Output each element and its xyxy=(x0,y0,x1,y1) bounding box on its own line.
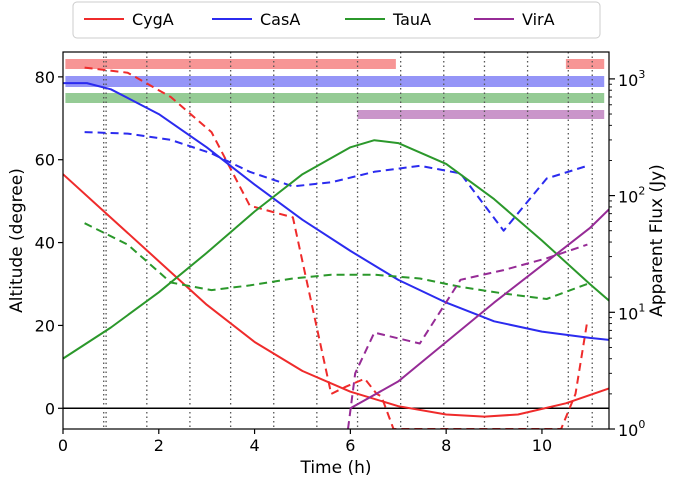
visibility-bar-cyga-1 xyxy=(565,59,605,69)
visibility-bar-casa-0 xyxy=(65,76,605,87)
axis-labels: Time (h) Altitude (degree) Apparent Flux (… xyxy=(7,164,667,478)
vertical-dotted-lines xyxy=(103,52,593,429)
legend: CygA CasA TauA VirA xyxy=(72,1,601,39)
altitude-line-vira xyxy=(349,208,609,410)
altitude-line-cyga xyxy=(63,173,609,418)
flux-line-casa xyxy=(84,131,588,232)
y-tick-label-0: 0 xyxy=(45,399,55,418)
y2-tick-label-2: 102 xyxy=(618,185,645,207)
visibility-bars xyxy=(65,59,605,119)
y2-tick-label-3: 103 xyxy=(618,68,645,90)
y2-tick-label-0: 100 xyxy=(618,418,645,440)
y2-tick-base-1: 10 xyxy=(618,304,638,323)
y-tick-label-4: 80 xyxy=(35,68,55,87)
visibility-bar-vira-0 xyxy=(357,110,605,119)
x-tick-label-3: 6 xyxy=(345,436,355,455)
y-tick-label-1: 20 xyxy=(35,316,55,335)
altitude-line-taua xyxy=(63,139,609,360)
flux-line-cyga xyxy=(84,66,589,429)
flux-line-taua xyxy=(84,222,588,300)
y-tick-label-2: 40 xyxy=(35,234,55,253)
legend-label-casa: CasA xyxy=(260,10,300,29)
y2-tick-label-1: 101 xyxy=(618,301,645,323)
y2-tick-exp-1: 1 xyxy=(638,301,645,314)
legend-label-taua: TauA xyxy=(392,10,431,29)
series-lines xyxy=(63,66,609,429)
x-tick-label-1: 2 xyxy=(154,436,164,455)
x-tick-label-4: 8 xyxy=(441,436,451,455)
y2-tick-exp-2: 2 xyxy=(638,185,645,198)
x-axis-label: Time (h) xyxy=(299,458,371,478)
legend-label-cyga: CygA xyxy=(132,10,174,29)
y2-tick-base-2: 10 xyxy=(618,188,638,207)
y2-tick-exp-3: 3 xyxy=(638,68,645,81)
flux-line-vira xyxy=(347,243,588,429)
legend-label-vira: VirA xyxy=(522,10,555,29)
x-tick-label-5: 10 xyxy=(532,436,552,455)
y2-tick-base-0: 10 xyxy=(618,421,638,440)
y2-tick-exp-0: 0 xyxy=(638,418,645,431)
visibility-bar-cyga-0 xyxy=(65,59,396,69)
y-tick-label-3: 60 xyxy=(35,151,55,170)
y2-tick-base-3: 10 xyxy=(618,71,638,90)
visibility-bar-taua-0 xyxy=(65,93,605,103)
legend-box xyxy=(72,1,601,39)
y-axis-label: Altitude (degree) xyxy=(7,168,27,313)
plot-frame xyxy=(62,51,610,430)
y2-axis-label: Apparent Flux (Jy) xyxy=(647,164,667,317)
altitude-line-casa xyxy=(63,82,609,341)
x-tick-label-0: 0 xyxy=(58,436,68,455)
x-tick-label-2: 4 xyxy=(249,436,259,455)
